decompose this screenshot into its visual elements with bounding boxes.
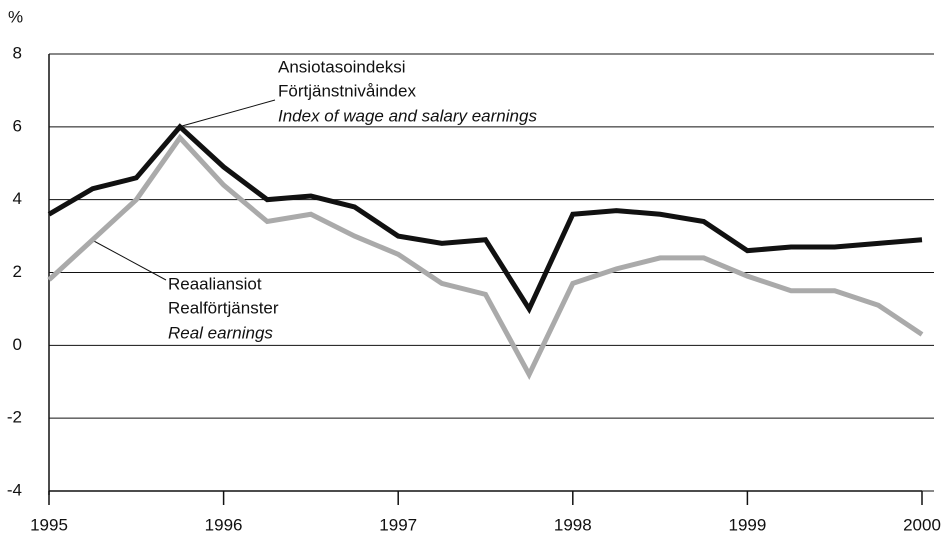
y-tick-label: -4 (7, 480, 22, 499)
x-tick-label: 1997 (379, 515, 417, 534)
annotation: Real earnings (168, 323, 273, 342)
annotation: Ansiotasoindeksi (278, 57, 406, 76)
annotation: Index of wage and salary earnings (278, 106, 537, 125)
y-tick-label: 8 (13, 43, 22, 62)
annotation: Reaaliansiot (168, 274, 262, 293)
x-tick-label: 2000 (903, 515, 941, 534)
leader-line (181, 99, 276, 127)
y-tick-label: 2 (13, 262, 22, 281)
y-tick-label: 6 (13, 116, 22, 135)
y-tick-label: 0 (13, 335, 22, 354)
leader-line (91, 239, 167, 281)
y-axis-label: % (8, 7, 23, 26)
annotation: Förtjänstnivåindex (278, 81, 416, 100)
x-tick-label: 1999 (728, 515, 766, 534)
y-tick-label: 4 (13, 189, 22, 208)
x-tick-label: 1998 (554, 515, 592, 534)
annotation: Realförtjänster (168, 298, 279, 317)
series-line (47, 133, 924, 380)
x-tick-label: 1996 (205, 515, 243, 534)
y-tick-label: -2 (7, 408, 22, 427)
x-tick-label: 1995 (30, 515, 68, 534)
series-line (47, 123, 923, 315)
